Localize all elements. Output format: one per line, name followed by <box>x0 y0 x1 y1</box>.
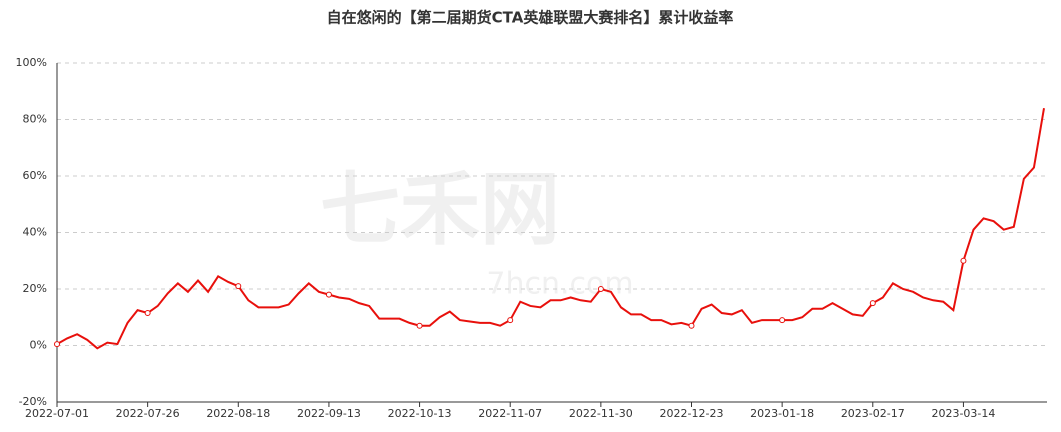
y-tick-label: 40% <box>23 226 47 239</box>
point-marker <box>507 317 514 324</box>
y-tick-label: -20% <box>19 395 47 408</box>
x-tick-label: 2022-10-13 <box>388 407 452 420</box>
point-marker <box>779 317 786 324</box>
point-marker <box>325 291 332 298</box>
x-tick-label: 2023-02-17 <box>841 407 905 420</box>
point-marker <box>688 322 695 329</box>
x-tick-label: 2022-11-30 <box>569 407 633 420</box>
y-tick-label: 100% <box>16 56 47 69</box>
point-marker <box>54 341 60 348</box>
line-series <box>56 108 1045 350</box>
chart-title: 自在悠闲的【第二届期货CTA英雄联盟大赛排名】累计收益率 <box>327 9 734 27</box>
y-tick-label: 0% <box>30 339 47 352</box>
y-tick-label: 60% <box>23 169 47 182</box>
x-tick-label: 2022-12-23 <box>660 407 724 420</box>
watermark: 七禾网 <box>320 163 560 256</box>
x-tick-label: 2022-07-01 <box>25 407 89 420</box>
x-tick-label: 2023-01-18 <box>750 407 814 420</box>
point-marker <box>960 257 967 264</box>
point-marker <box>235 283 242 290</box>
x-tick-label: 2022-07-26 <box>116 407 180 420</box>
y-tick-label: 80% <box>23 113 47 126</box>
x-tick-label: 2022-08-18 <box>206 407 270 420</box>
x-tick-label: 2022-11-07 <box>478 407 542 420</box>
point-marker <box>597 286 604 292</box>
y-tick-label: 20% <box>23 282 47 295</box>
x-tick-label: 2022-09-13 <box>297 407 361 420</box>
point-marker <box>144 310 151 317</box>
x-tick-label: 2023-03-14 <box>931 407 995 420</box>
watermark-url: 7hcn.com <box>486 267 633 302</box>
point-marker <box>869 300 876 307</box>
point-marker <box>416 322 423 329</box>
